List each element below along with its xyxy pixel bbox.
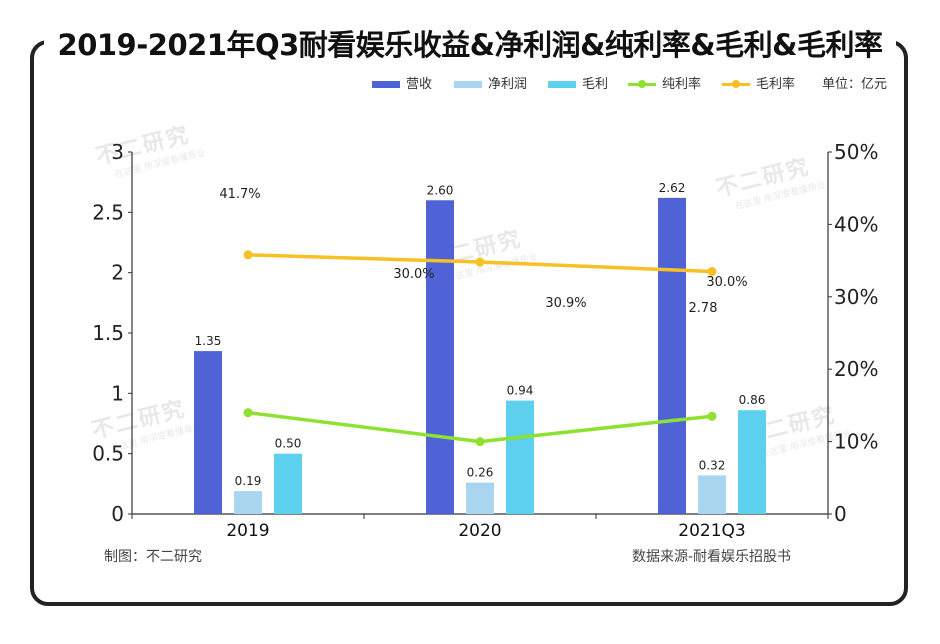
right-tick-label: 50%: [834, 140, 878, 164]
bar-data-label: 0.86: [739, 393, 766, 407]
annotation: 41.7%: [219, 187, 260, 202]
left-tick-label: 1.5: [92, 321, 124, 345]
annotation: 30.0%: [393, 267, 434, 282]
right-tick-label: 10%: [834, 430, 878, 454]
legend-swatch-gross-margin: [722, 80, 750, 88]
left-tick-label: 2.5: [92, 200, 124, 224]
left-tick-label: 2: [111, 261, 124, 285]
right-tick-label: 40%: [834, 212, 878, 236]
legend-swatch-revenue: [372, 81, 400, 88]
point-毛利率: [475, 257, 485, 267]
point-毛利率: [707, 266, 717, 276]
legend-swatch-gross-profit: [548, 81, 576, 88]
unit-label: 单位：亿元: [822, 77, 888, 92]
legend-label-net-profit: 净利润: [488, 77, 528, 92]
bar-净利润: [234, 491, 262, 514]
legend-item-net-margin: 纯利率: [628, 76, 701, 94]
x-tick-label: 2020: [458, 521, 501, 541]
right-tick-label: 30%: [834, 285, 878, 309]
point-纯利率: [707, 411, 717, 421]
chart-title: 2019-2021年Q3耐看娱乐收益&净利润&纯利率&毛利&毛利率: [43, 28, 897, 62]
right-tick-label: 0: [834, 502, 847, 526]
x-tick-label: 2019: [226, 521, 269, 541]
legend: 营收 净利润 毛利 纯利率 毛利率: [372, 76, 892, 94]
bar-净利润: [466, 482, 494, 514]
legend-label-gross-margin: 毛利率: [756, 77, 796, 92]
bar-净利润: [698, 475, 726, 514]
bar-营收: [194, 351, 222, 514]
legend-item-gross-margin: 毛利率: [722, 76, 795, 94]
legend-item-net-profit: 净利润: [454, 76, 527, 94]
bar-data-label: 0.26: [467, 466, 494, 480]
left-tick-label: 1: [111, 381, 124, 405]
bar-data-label: 0.94: [507, 384, 534, 398]
legend-label-revenue: 营收: [406, 77, 433, 92]
footer-maker: 制图：不二研究: [104, 549, 202, 565]
legend-swatch-net-margin: [628, 80, 656, 88]
point-纯利率: [475, 437, 485, 447]
bar-毛利: [274, 453, 302, 514]
left-tick-label: 3: [111, 140, 124, 164]
bar-data-label: 2.60: [427, 183, 454, 197]
bar-毛利: [506, 400, 534, 514]
legend-label-gross-profit: 毛利: [582, 77, 609, 92]
bar-data-label: 0.50: [275, 437, 302, 451]
bar-营收: [658, 197, 686, 514]
annotation: 30.0%: [706, 275, 747, 290]
left-tick-label: 0.5: [92, 442, 124, 466]
bar-data-label: 0.32: [699, 458, 726, 472]
point-毛利率: [243, 250, 253, 260]
point-纯利率: [243, 408, 253, 418]
annotation: 30.9%: [545, 296, 586, 311]
chart-title-wrap: 2019-2021年Q3耐看娱乐收益&净利润&纯利率&毛利&毛利率: [0, 22, 940, 64]
left-tick-label: 0: [111, 502, 124, 526]
legend-label-net-margin: 纯利率: [662, 77, 702, 92]
legend-item-revenue: 营收: [372, 76, 432, 94]
bar-毛利: [738, 410, 766, 514]
bar-data-label: 1.35: [195, 334, 222, 348]
x-tick-label: 2021Q3: [678, 521, 745, 541]
footer-source: 数据来源-耐看娱乐招股书: [632, 549, 792, 565]
right-tick-label: 20%: [834, 357, 878, 381]
legend-swatch-net-profit: [454, 81, 482, 88]
legend-item-gross-profit: 毛利: [548, 76, 608, 94]
bar-data-label: 2.62: [659, 181, 686, 195]
bar-data-label: 0.19: [235, 474, 262, 488]
annotation: 2.78: [689, 301, 718, 316]
bar-营收: [426, 200, 454, 514]
